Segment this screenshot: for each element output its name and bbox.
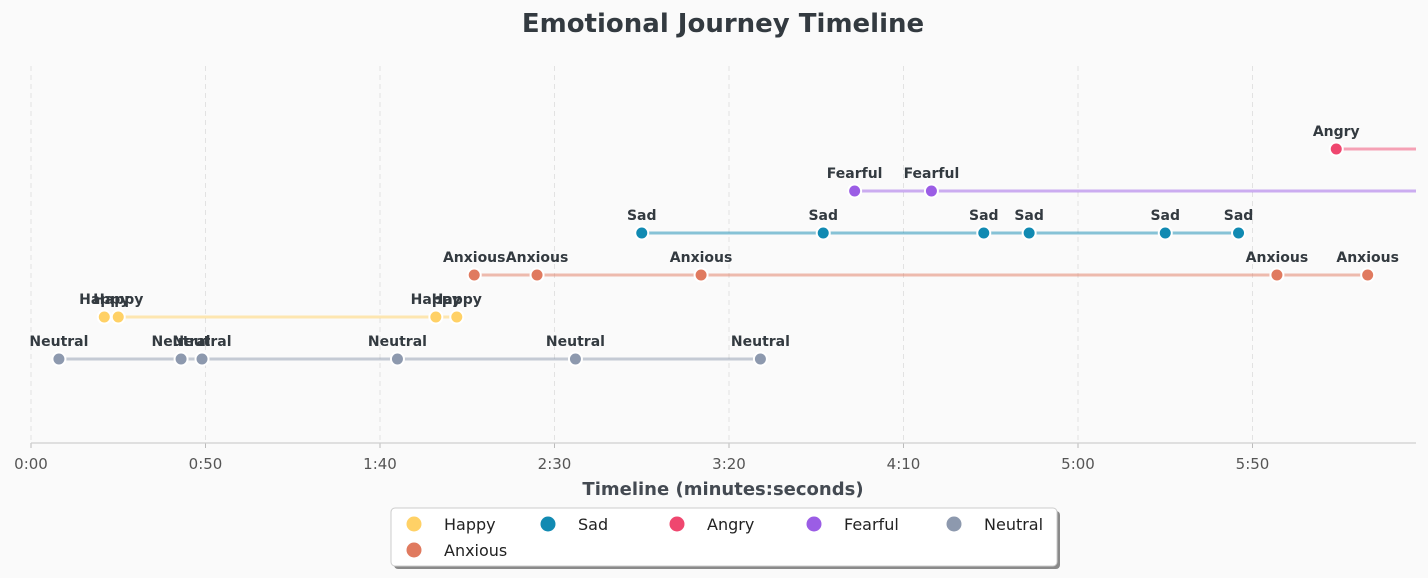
data-point-label: Neutral <box>152 334 211 350</box>
legend-label: Fearful <box>844 515 899 534</box>
data-point <box>847 183 863 199</box>
data-point <box>51 351 67 367</box>
data-point-label: Neutral <box>731 334 790 350</box>
legend-item-happy: Happy <box>406 515 496 534</box>
data-point-label: Sad <box>1150 208 1180 224</box>
data-point <box>389 351 405 367</box>
data-point-label: Angry <box>1313 124 1360 140</box>
data-point <box>449 309 465 325</box>
data-point <box>815 225 831 241</box>
x-tick-label: 0:00 <box>14 455 48 473</box>
x-tick-label: 5:50 <box>1236 455 1270 473</box>
legend-marker <box>406 542 422 558</box>
legend-label: Angry <box>707 515 754 534</box>
x-tick-label: 2:30 <box>538 455 572 473</box>
data-point <box>96 309 112 325</box>
data-point-label: Neutral <box>368 334 427 350</box>
data-point <box>466 267 482 283</box>
x-tick-label: 4:10 <box>887 455 921 473</box>
chart-title: Emotional Journey Timeline <box>522 9 924 39</box>
data-point-label: Anxious <box>506 250 569 266</box>
data-point-label: Happy <box>411 292 461 308</box>
data-point <box>428 309 444 325</box>
legend-label: Anxious <box>444 541 507 560</box>
x-axis-label: Timeline (minutes:seconds) <box>582 479 863 500</box>
legend-item-angry: Angry <box>669 515 754 534</box>
data-point <box>529 267 545 283</box>
data-point <box>634 225 650 241</box>
data-point-label: Happy <box>79 292 129 308</box>
legend-item-neutral: Neutral <box>946 515 1043 534</box>
series-fearful: Fearful Fearful <box>827 166 1416 199</box>
data-point-label: Anxious <box>1336 250 1399 266</box>
legend-label: Neutral <box>984 515 1043 534</box>
x-tick-label: 1:40 <box>363 455 397 473</box>
data-point <box>693 267 709 283</box>
data-point-label: Anxious <box>670 250 733 266</box>
data-point-label: Happy <box>93 292 143 308</box>
legend-label: Sad <box>578 515 608 534</box>
data-point <box>194 351 210 367</box>
data-point-label: Neutral <box>546 334 605 350</box>
data-point <box>976 225 992 241</box>
legend-marker <box>669 516 685 532</box>
data-point <box>567 351 583 367</box>
legend-marker <box>946 516 962 532</box>
data-point <box>923 183 939 199</box>
legend-box <box>390 507 1058 567</box>
data-point-label: Sad <box>1224 208 1254 224</box>
data-point-label: Happy <box>432 292 482 308</box>
x-tick-label: 0:50 <box>189 455 223 473</box>
data-point <box>1360 267 1376 283</box>
data-point <box>1231 225 1247 241</box>
legend-marker <box>540 516 556 532</box>
legend-item-fearful: Fearful <box>806 515 899 534</box>
data-point <box>752 351 768 367</box>
grid-lines <box>30 66 1253 443</box>
data-point <box>1157 225 1173 241</box>
data-point-label: Neutral <box>29 334 88 350</box>
legend-marker <box>806 516 822 532</box>
series-angry: Angry <box>1313 124 1416 157</box>
x-tick-label: 3:20 <box>712 455 746 473</box>
data-point-label: Fearful <box>904 166 960 182</box>
data-point <box>1269 267 1285 283</box>
series-sad: Sad Sad Sad Sad Sad Sad <box>627 208 1254 241</box>
legend-item-sad: Sad <box>540 515 608 534</box>
data-point-label: Sad <box>808 208 838 224</box>
x-tick-label: 5:00 <box>1061 455 1095 473</box>
data-point <box>1328 141 1344 157</box>
data-point-label: Sad <box>1014 208 1044 224</box>
data-point-label: Neutral <box>172 334 231 350</box>
legend: Happy Sad Angry Fearful Neutral Anxious <box>390 507 1060 569</box>
x-axis: 0:00 0:50 1:40 2:30 3:20 4:10 5:00 5:50 <box>14 442 1416 473</box>
legend-item-anxious: Anxious <box>406 541 507 560</box>
legend-marker <box>406 516 422 532</box>
data-point-label: Anxious <box>1246 250 1309 266</box>
data-point <box>1021 225 1037 241</box>
legend-label: Happy <box>444 515 496 534</box>
data-point-label: Sad <box>627 208 657 224</box>
data-point <box>173 351 189 367</box>
data-point-label: Fearful <box>827 166 883 182</box>
data-point-label: Sad <box>969 208 999 224</box>
data-point-label: Anxious <box>443 250 506 266</box>
series-anxious: Anxious Anxious Anxious Anxious Anxious <box>443 250 1399 283</box>
data-point <box>110 309 126 325</box>
